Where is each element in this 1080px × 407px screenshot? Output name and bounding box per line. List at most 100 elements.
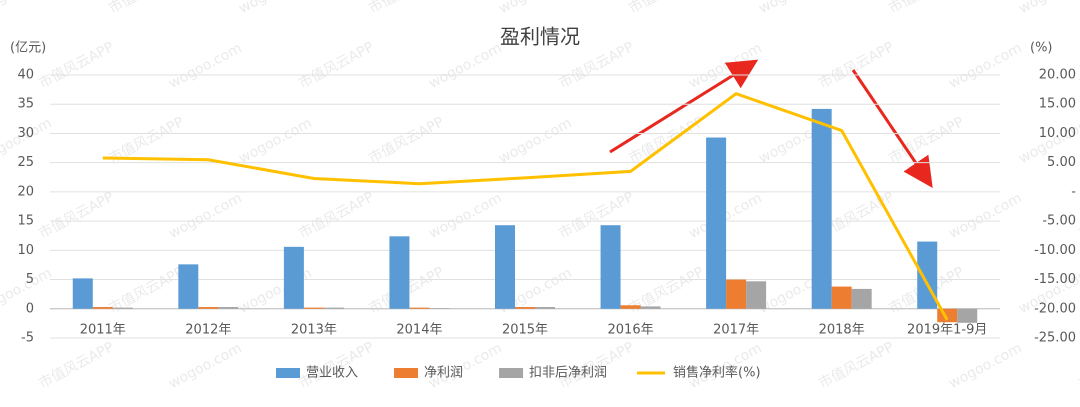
bar — [429, 308, 450, 309]
bar — [957, 308, 978, 323]
x-tick-label: 2015年 — [502, 323, 548, 338]
bar — [851, 288, 872, 309]
bar — [198, 307, 219, 309]
bar — [178, 264, 199, 309]
legend-label: 销售净利率(%) — [673, 365, 761, 381]
bar — [303, 307, 324, 309]
watermark: wogoo.com — [756, 0, 834, 17]
watermark: wogoo.com — [496, 115, 574, 167]
y-tick-label: 5 — [26, 272, 34, 287]
y-tick-label: 0 — [26, 301, 34, 316]
legend-label: 净利润 — [424, 366, 463, 381]
watermark: 市值风云APP — [296, 188, 377, 242]
x-tick-label: 2014年 — [396, 323, 442, 338]
y-tick-label: 15 — [17, 214, 34, 229]
bar — [746, 281, 767, 309]
watermark: wogoo.com — [946, 340, 1024, 392]
x-tick-label: 2018年 — [819, 323, 865, 338]
bar — [515, 307, 535, 309]
legend-label: 扣非后净利润 — [529, 366, 607, 381]
bar — [937, 308, 958, 323]
y-tick-label: -5 — [21, 331, 34, 346]
y2-axis-label: (%) — [1030, 41, 1053, 56]
y-tick-label: 25 — [17, 155, 34, 170]
legend-swatch — [499, 368, 524, 378]
watermark: 市值风云APP — [106, 0, 187, 17]
legend-label: 营业收入 — [306, 366, 358, 381]
y2-tick-label: 20.00 — [1039, 68, 1076, 83]
y-tick-label: 20 — [17, 184, 34, 199]
bar — [726, 279, 747, 309]
watermark: wogoo.com — [236, 115, 314, 167]
bar — [389, 236, 410, 309]
watermark: wogoo.com — [166, 40, 244, 92]
watermark: wogoo.com — [686, 40, 764, 92]
watermark: 市值风云APP — [556, 188, 637, 242]
x-tick-label: 2013年 — [291, 323, 337, 338]
watermark: wogoo.com — [946, 40, 1024, 92]
y2-tick-label: -25.00 — [1034, 331, 1076, 346]
watermark: wogoo.com — [166, 190, 244, 242]
y2-tick-label: - — [1071, 184, 1076, 199]
watermark: wogoo.com — [496, 0, 574, 17]
y2-tick-label: -10.00 — [1034, 243, 1076, 258]
bar — [495, 225, 515, 309]
bar — [811, 108, 832, 309]
watermark: 市值风云APP — [36, 338, 117, 392]
watermark: 市值风云APP — [886, 113, 967, 167]
bar — [409, 307, 430, 309]
y-tick-label: 35 — [17, 97, 34, 112]
watermark: wogoo.com — [166, 340, 244, 392]
watermark: 市值风云APP — [36, 188, 117, 242]
watermark: 市值风云APP — [296, 38, 377, 92]
x-tick-label: 2012年 — [185, 323, 231, 338]
legend-swatch — [276, 368, 300, 378]
bar — [640, 306, 661, 309]
watermark: 市值风云APP — [886, 0, 967, 17]
bar — [620, 305, 641, 309]
watermark: wogoo.com — [236, 0, 314, 17]
watermark: 市值风云APP — [816, 338, 897, 392]
x-tick-label: 2019年1-9月 — [907, 323, 987, 338]
bar — [323, 307, 344, 309]
y-axis-label: (亿元) — [10, 41, 46, 56]
bar — [535, 307, 555, 309]
watermark: wogoo.com — [0, 0, 55, 17]
bar — [706, 137, 727, 309]
watermark: wogoo.com — [426, 190, 504, 242]
watermark: 市值风云APP — [366, 0, 447, 17]
watermark: 市值风云APP — [36, 38, 117, 92]
bar — [600, 225, 621, 309]
y2-tick-label: -5.00 — [1042, 214, 1076, 229]
legend-swatch — [394, 368, 419, 378]
y2-tick-label: -20.00 — [1034, 301, 1076, 316]
y2-tick-label: 5.00 — [1047, 155, 1076, 170]
line-series — [102, 92, 949, 321]
x-tick-label: 2016年 — [608, 323, 654, 338]
x-tick-label: 2011年 — [80, 323, 126, 338]
bar — [218, 307, 239, 309]
y2-tick-label: 10.00 — [1039, 126, 1076, 141]
watermark: wogoo.com — [1016, 0, 1080, 17]
watermark: 市值风云APP — [1076, 338, 1080, 392]
watermark: wogoo.com — [946, 190, 1024, 242]
chart-title: 盈利情况 — [500, 25, 580, 49]
watermark: 市值风云APP — [366, 113, 447, 167]
trend-arrow — [851, 69, 933, 188]
watermark: wogoo.com — [426, 40, 504, 92]
y2-tick-label: -15.00 — [1034, 272, 1076, 287]
x-tick-label: 2017年 — [713, 323, 759, 338]
watermark: 市值风云APP — [1076, 188, 1080, 242]
bar — [831, 286, 852, 309]
y2-tick-label: 15.00 — [1039, 97, 1076, 112]
y-tick-label: 10 — [17, 243, 34, 258]
bar — [112, 307, 133, 309]
watermark: 市值风云APP — [816, 38, 897, 92]
watermark: 市值风云APP — [626, 0, 707, 17]
bar — [92, 307, 113, 309]
y-tick-label: 40 — [17, 68, 34, 83]
bar — [283, 246, 304, 309]
bar — [72, 278, 93, 309]
watermark: 市值风云APP — [1076, 38, 1080, 92]
